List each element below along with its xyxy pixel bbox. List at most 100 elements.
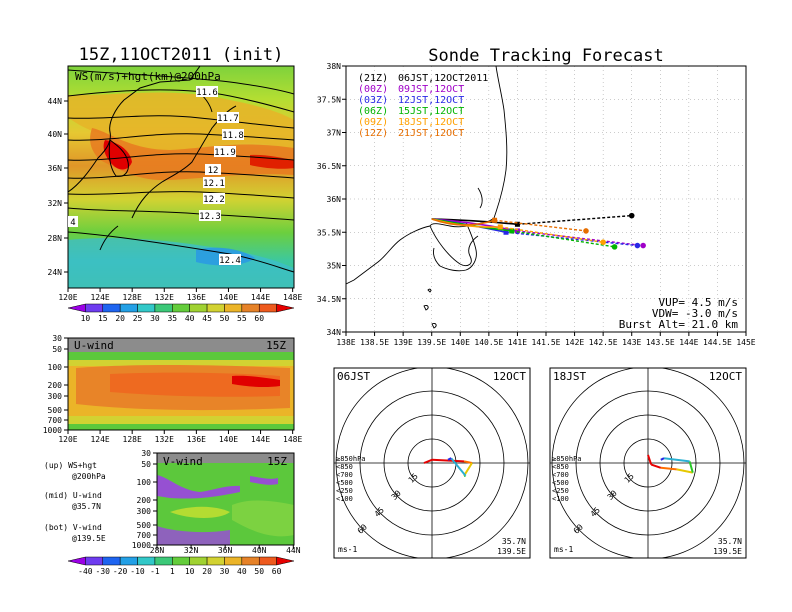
uv-colorbar-labels: -40 -30 -20 -10 -1 1 10 20 30 40 50 60 [78, 567, 281, 576]
ws-map-frame [67, 65, 295, 289]
lat-tick-label: 32N [184, 546, 199, 555]
colorbar-label: 60 [272, 567, 282, 576]
lat-tick-label: 44N [48, 97, 63, 106]
level-legend: <850 [336, 463, 353, 471]
legend-time: 12JST,12OCT [398, 95, 464, 106]
contour-line [68, 89, 294, 113]
colorbar-label: 60 [254, 314, 264, 323]
p-tick-label: 1000 [132, 541, 151, 550]
contour-line [68, 133, 294, 141]
hodograph-lon: 139.5E [497, 547, 526, 556]
burst-marker [514, 228, 520, 234]
contour-line [68, 153, 294, 161]
hodograph-title: 06JST [337, 370, 370, 383]
u-core [232, 375, 280, 388]
legend-zulu: (09Z) [358, 117, 388, 128]
contour-line [68, 171, 294, 179]
lat-tick-label: 34.5N [317, 295, 341, 304]
descent-track [511, 230, 615, 248]
hodograph-segment [463, 462, 473, 477]
track-legend: (21Z) 06JST,12OCT2011 (00Z) 09JST,12OCT (03Z… [358, 73, 488, 139]
colorbar-label: 50 [254, 567, 264, 576]
burst-marker [509, 228, 515, 234]
v-band [157, 453, 294, 463]
colorbar-cell [224, 303, 243, 313]
landing-marker [640, 242, 646, 249]
ws-colorbar-cells [67, 303, 295, 313]
p-tick-label: 300 [137, 507, 152, 516]
left-title: 15Z,11OCT2011 (init) [79, 45, 284, 65]
p-tick-label: 100 [48, 363, 63, 372]
lon-tick-label: 144E [251, 293, 270, 302]
contour-labels: 11.6 11.7 11.8 11.9 12 12.1 12.2 12.3 12… [68, 86, 244, 266]
colorbar-cell [85, 556, 104, 566]
lat-tick-label: 36N [218, 546, 233, 555]
level-legend: <850 [552, 463, 569, 471]
jet-core-east [250, 154, 294, 169]
colorbar-label: 55 [237, 314, 247, 323]
jet-core-west [103, 140, 132, 170]
colorbar-label: 1 [170, 567, 175, 576]
note-line: (mid) U-wind [44, 491, 102, 500]
hodograph-segment [463, 460, 473, 464]
lon-tick-label: 140E [451, 338, 470, 347]
contour-line [68, 69, 294, 95]
hodograph-title: 18JST [553, 370, 586, 383]
v-panel-lat-ticks: 28N 32N 36N 40N 44N [150, 545, 301, 555]
ws-colorbar-labels: 10 15 20 25 30 35 40 45 50 55 60 [81, 314, 265, 323]
hodograph-lat: 35.7N [502, 537, 526, 546]
hodograph-units: ms-1 [554, 545, 573, 554]
p-tick-label: 50 [52, 345, 62, 354]
hodograph-lon: 139.5E [713, 547, 742, 556]
colorbar-label: 50 [220, 314, 230, 323]
lon-tick-label: 140E [219, 435, 238, 444]
note-line: (bot) V-wind [44, 523, 102, 532]
lat-tick-label: 40N [48, 130, 63, 139]
u-panel-label: U-wind [74, 339, 114, 352]
legend-zulu: (00Z) [358, 84, 388, 95]
colorbar-cell [189, 303, 208, 313]
descent-track [505, 231, 638, 247]
ws-map-lon-ticks: 120E 124E 128E 132E 136E 140E 144E 148E [58, 288, 302, 302]
contour-label: 12.3 [199, 212, 221, 222]
level-legend: <100 [336, 495, 353, 503]
legend-time: 21JST,12OCT [398, 128, 464, 139]
lat-tick-label: 35.5N [317, 228, 341, 237]
u-wind-panel [68, 338, 294, 430]
v-panel-time: 15Z [267, 455, 287, 468]
lat-tick-label: 36N [327, 195, 342, 204]
colorbar-cell [102, 303, 121, 313]
colorbar-cell [154, 556, 173, 566]
p-tick-label: 300 [48, 392, 63, 401]
level-legend: ≥850hPa [552, 455, 582, 463]
lon-tick-label: 140E [219, 293, 238, 302]
level-legend: <500 [552, 479, 569, 487]
colorbar-cell [241, 303, 260, 313]
lon-tick-label: 136E [187, 435, 206, 444]
lon-tick-label: 148E [283, 435, 302, 444]
contour-label: 11.9 [214, 148, 236, 158]
lon-tick-label: 124E [90, 435, 109, 444]
lon-tick-label: 144E [251, 435, 270, 444]
colorbar-cell [119, 556, 138, 566]
u-panel-time: 15Z [266, 339, 286, 352]
level-legend: <100 [552, 495, 569, 503]
legend-zulu: (21Z) [358, 73, 388, 84]
hodograph-segment [676, 468, 693, 474]
hodograph-units: ms-1 [338, 545, 357, 554]
colorbar-cell [119, 303, 138, 313]
burst-marker [497, 224, 503, 230]
ascent-track [431, 218, 495, 226]
legend-zulu: (12Z) [358, 128, 388, 139]
hodograph-segment [423, 458, 433, 464]
lat-tick-label: 28N [150, 546, 165, 555]
contour-line [68, 191, 294, 199]
colorbar-cell [102, 556, 121, 566]
lon-tick-label: 120E [58, 293, 77, 302]
colorbar-label: 30 [220, 567, 230, 576]
lon-tick-label: 148E [283, 293, 302, 302]
colorbar-label: -10 [130, 567, 145, 576]
